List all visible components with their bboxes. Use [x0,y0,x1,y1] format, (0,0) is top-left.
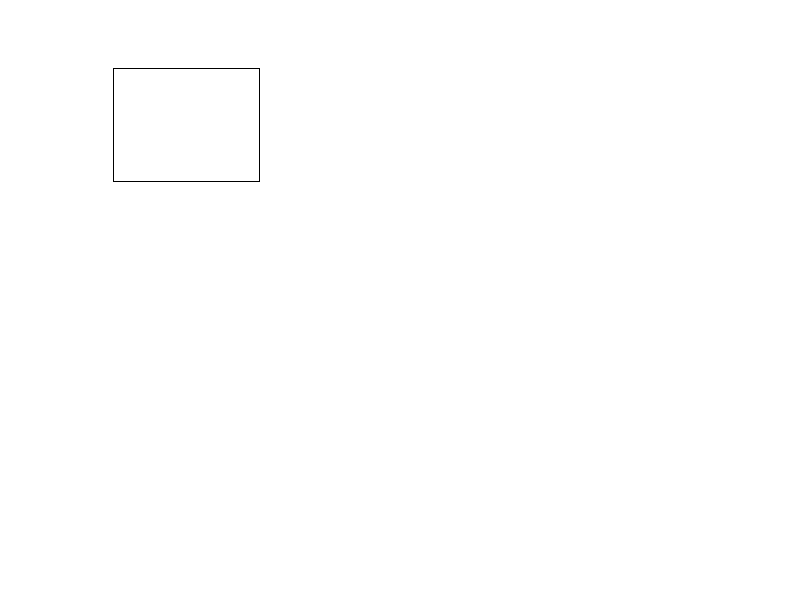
legend [113,68,260,182]
